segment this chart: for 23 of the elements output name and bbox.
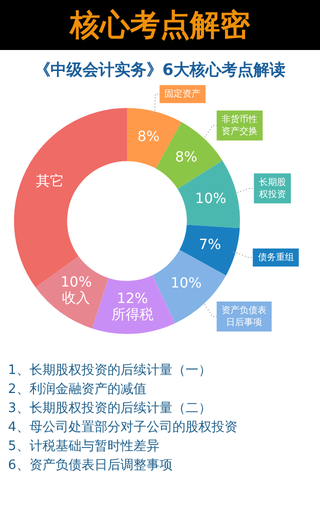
slice-label: 长期股权投资 — [258, 176, 286, 200]
data-label: 8% — [137, 128, 160, 145]
slice-label: 所得税 — [111, 306, 154, 323]
data-label: 12% — [116, 290, 148, 307]
data-label: 10% — [170, 276, 202, 292]
text: 6、资产负债表日后调整事项 — [8, 457, 174, 475]
slice-label: 其它 — [36, 173, 64, 190]
chart-subtitle: 《中级会计实务》6大核心考点解读 — [33, 60, 287, 81]
slice-label: 固定资产 — [164, 88, 201, 100]
data-label: 7% — [198, 236, 222, 253]
data-label: 10% — [60, 274, 92, 291]
text: 1、长期股权投资的后续计量（一） — [8, 362, 212, 380]
text: 3、长期股权投资的后续计量（二） — [8, 400, 212, 418]
slice-label: 收入 — [62, 290, 90, 307]
slice-label: 资产负债表日后事项 — [222, 304, 267, 328]
text: 5、计税基础与暂时性差异 — [8, 438, 160, 456]
data-label: 10% — [195, 191, 226, 208]
slice-label: 债务重组 — [258, 252, 294, 263]
text: 2、利润金融资产的减值 — [8, 381, 148, 399]
text: 4、母公司处置部分对子公司的股权投资 — [8, 419, 238, 437]
data-label: 8% — [175, 150, 198, 166]
chart-title: 核心考点解密 — [70, 6, 250, 44]
slice-label: 非货币性资产交换 — [222, 114, 258, 137]
